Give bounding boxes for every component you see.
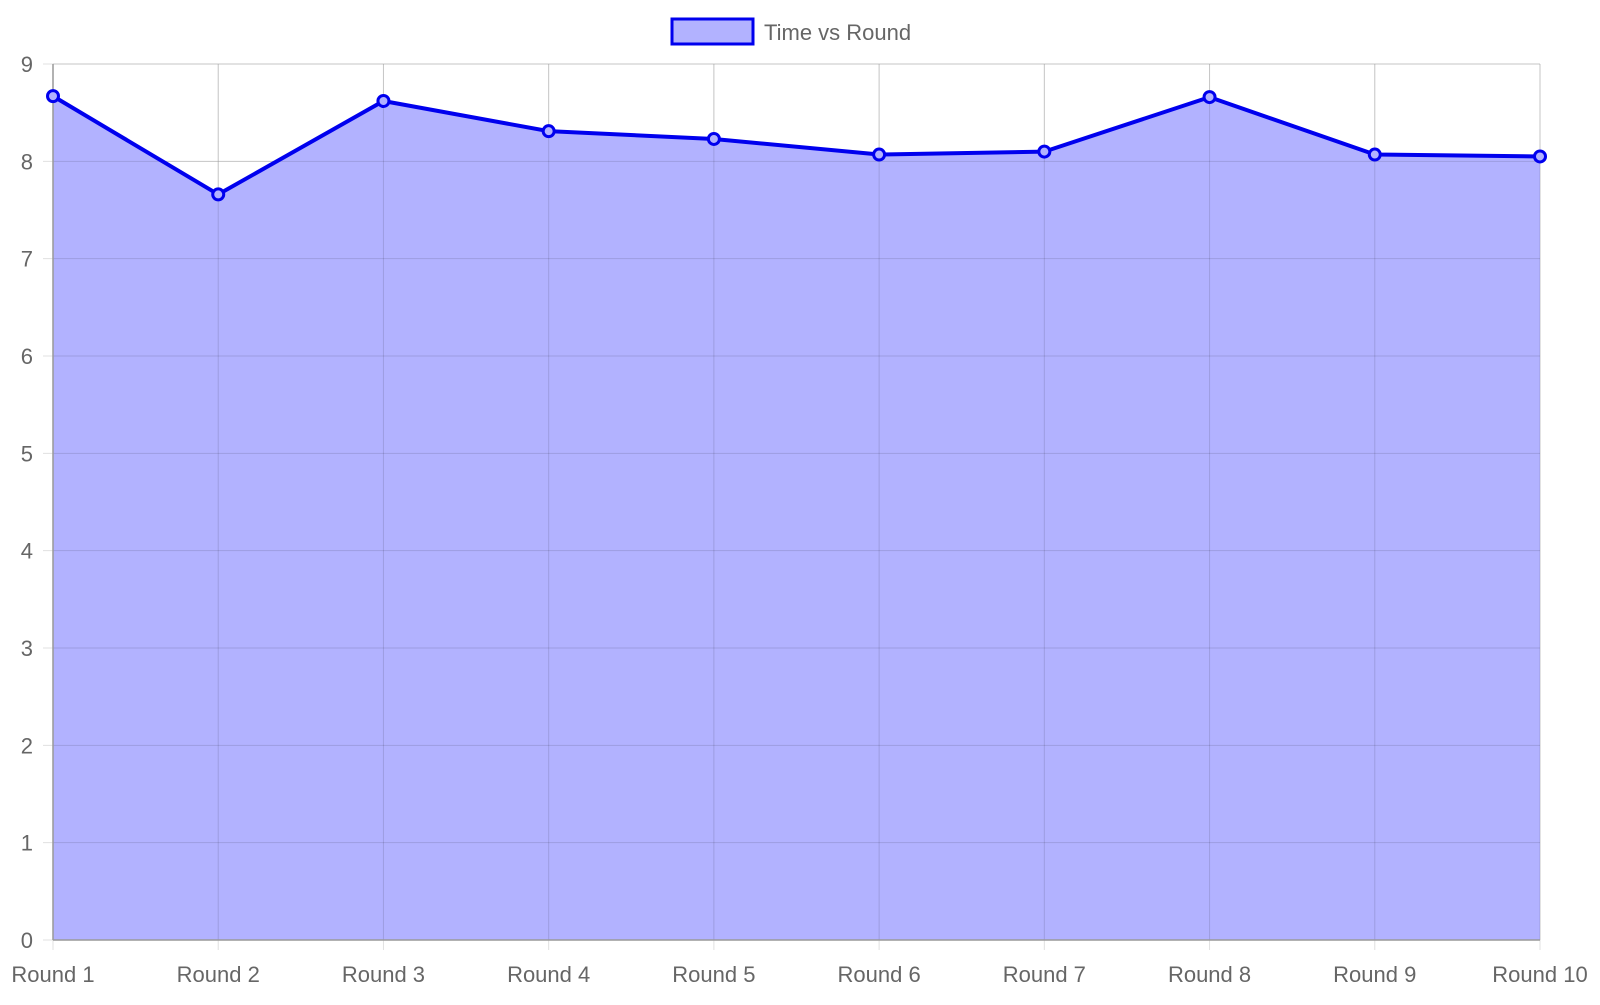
data-point[interactable] <box>46 89 60 104</box>
data-point[interactable] <box>1037 144 1052 159</box>
legend-label[interactable]: Time vs Round <box>764 20 911 45</box>
x-tick-label: Round 6 <box>838 962 921 987</box>
data-point[interactable] <box>541 124 556 139</box>
data-point[interactable] <box>1533 149 1547 164</box>
x-tick-label: Round 1 <box>11 962 94 987</box>
y-tick-label: 3 <box>21 636 33 661</box>
y-tick-label: 5 <box>21 441 33 466</box>
y-tick-label: 8 <box>21 149 33 174</box>
data-point[interactable] <box>706 131 721 146</box>
series-line-layer <box>51 94 1541 197</box>
series-line <box>51 94 1541 197</box>
data-point[interactable] <box>1367 147 1382 162</box>
y-tick-label: 4 <box>21 539 33 564</box>
x-tick-label: Round 9 <box>1333 962 1416 987</box>
axes <box>52 64 1540 941</box>
data-point[interactable] <box>1202 90 1217 105</box>
data-points <box>46 89 1547 202</box>
legend-swatch[interactable] <box>670 17 755 46</box>
x-tick-label: Round 8 <box>1168 962 1251 987</box>
y-tick-labels: 0 1 2 3 4 5 6 7 8 9 <box>21 52 33 953</box>
legend[interactable]: Time vs Round <box>670 17 911 46</box>
y-tick-label: 9 <box>21 52 33 77</box>
area-fill-layer <box>53 96 1540 941</box>
data-point[interactable] <box>872 147 887 162</box>
area-fill <box>53 96 1540 941</box>
x-tick-label: Round 7 <box>1003 962 1086 987</box>
x-tick-label: Round 10 <box>1492 962 1587 987</box>
y-tick-label: 7 <box>21 247 33 272</box>
data-point[interactable] <box>211 187 226 202</box>
data-point[interactable] <box>376 93 391 108</box>
x-tick-label: Round 5 <box>672 962 755 987</box>
x-tick-label: Round 4 <box>507 962 590 987</box>
x-tick-labels: Round 1 Round 2 Round 3 Round 4 Round 5 Round… <box>11 962 1587 987</box>
y-tick-label: 1 <box>21 831 33 856</box>
x-tick-label: Round 3 <box>342 962 425 987</box>
y-tick-label: 6 <box>21 344 33 369</box>
x-tick-label: Round 2 <box>177 962 260 987</box>
y-tick-label: 0 <box>21 928 33 953</box>
y-tick-label: 2 <box>21 733 33 758</box>
